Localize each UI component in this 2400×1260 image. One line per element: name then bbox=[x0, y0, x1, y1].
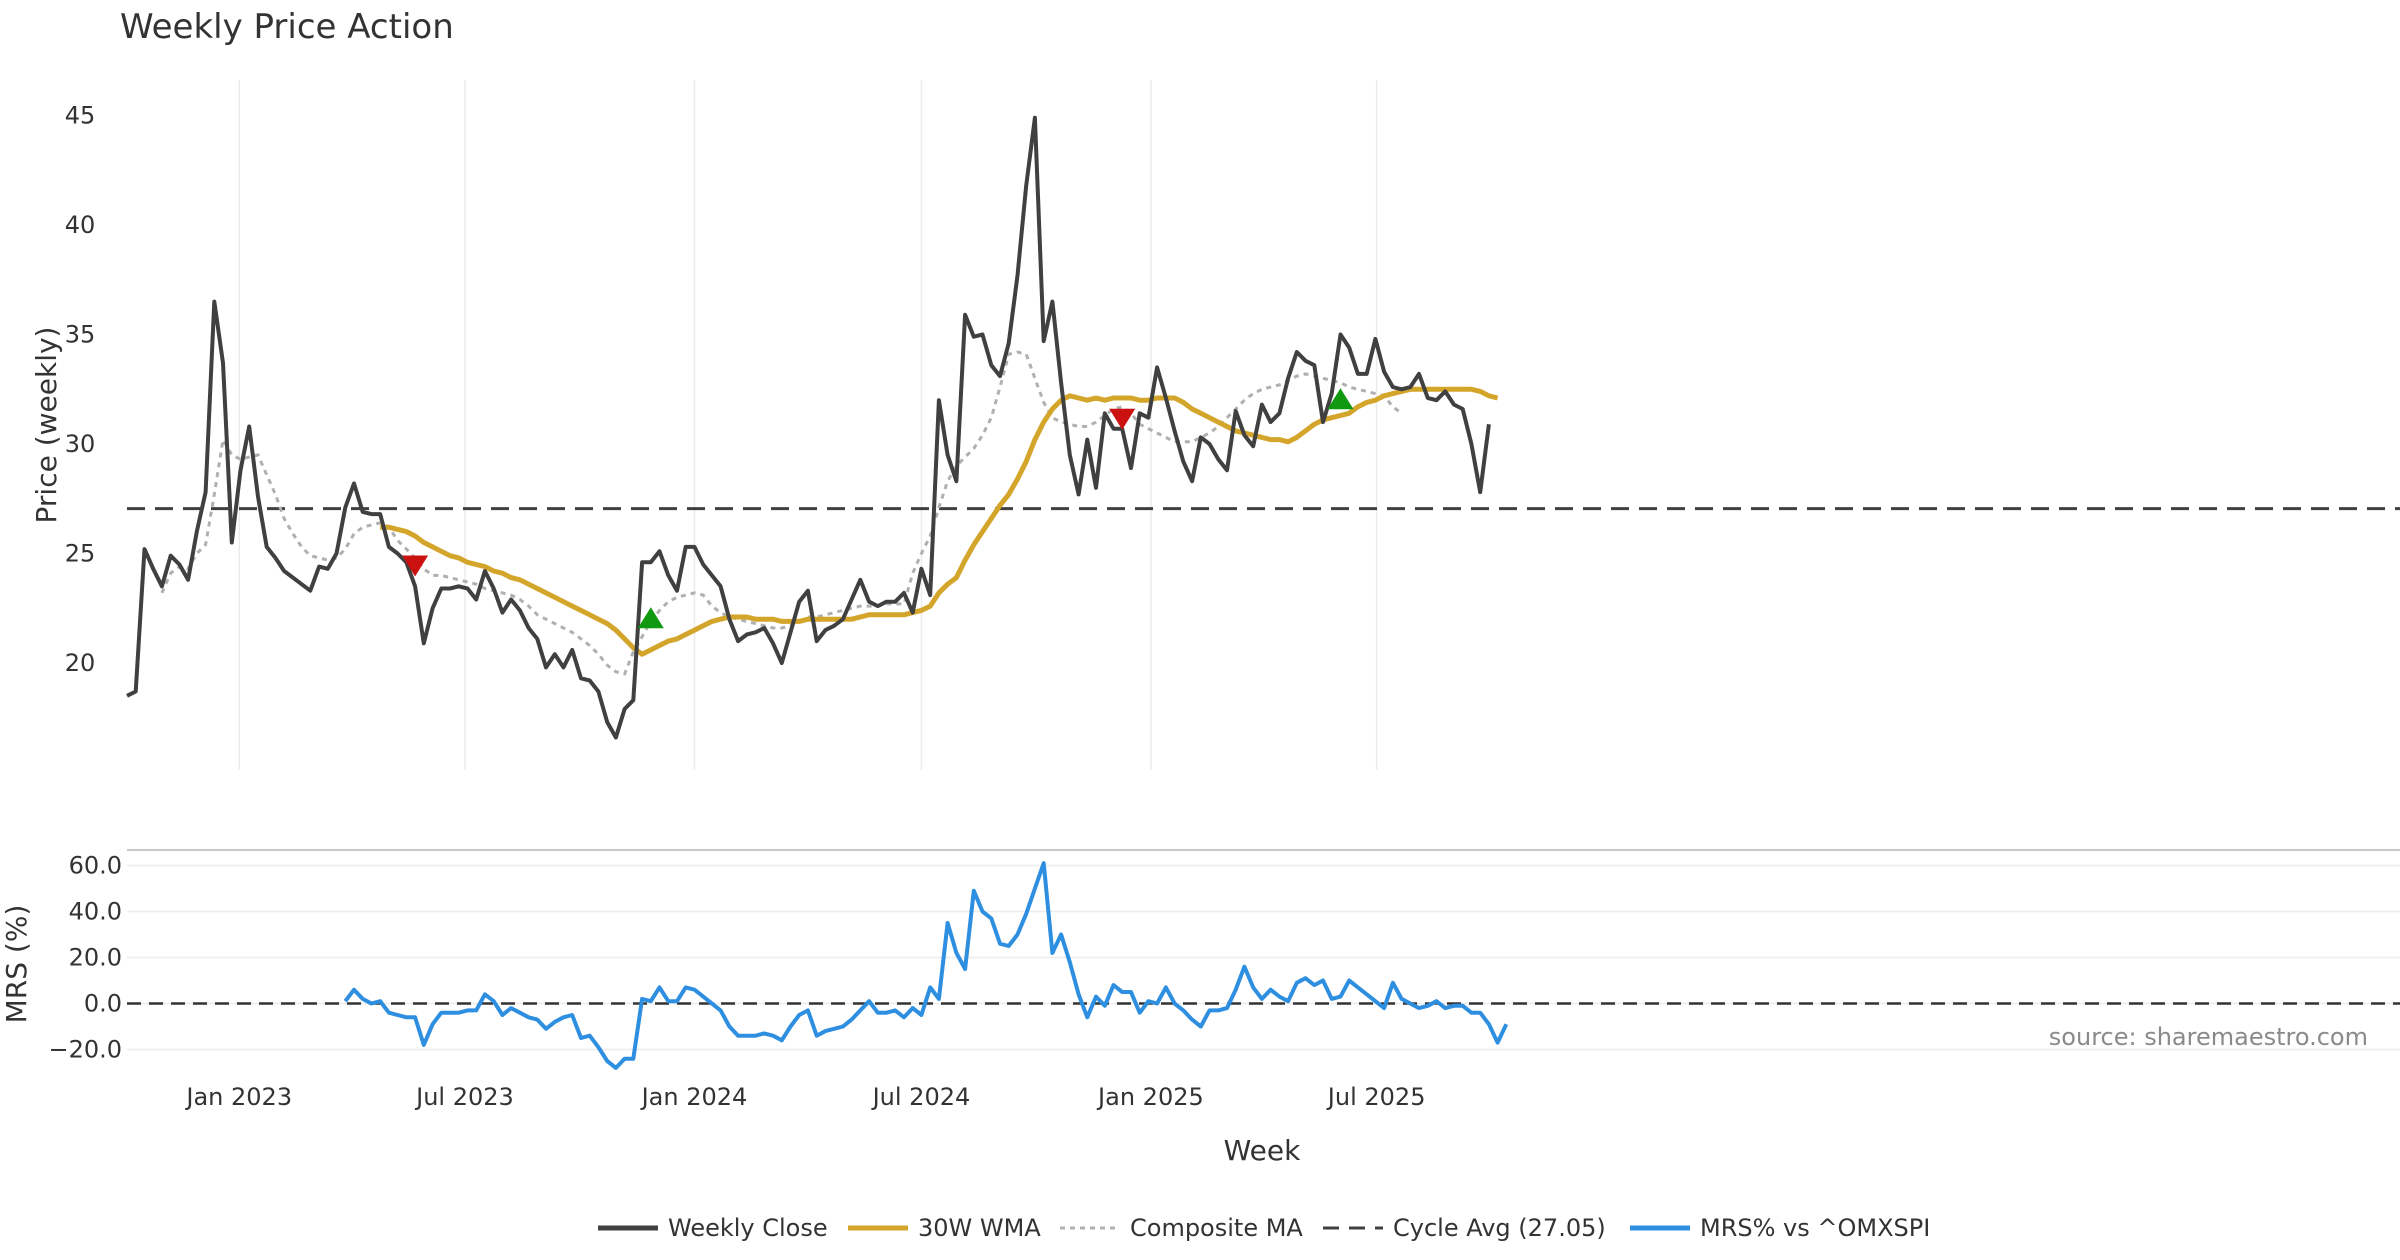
chart-title: Weekly Price Action bbox=[120, 7, 454, 47]
x-tick-label: Jan 2023 bbox=[184, 1083, 292, 1111]
price-y-axis-label: Price (weekly) bbox=[30, 327, 63, 524]
price-y-ticks: 20 25 30 35 40 45 bbox=[65, 102, 96, 678]
x-tick-label: Jul 2024 bbox=[871, 1083, 971, 1111]
mrs-y-tick-label: 20.0 bbox=[69, 944, 122, 972]
legend-label: Weekly Close bbox=[668, 1214, 828, 1242]
price-y-tick-label: 25 bbox=[65, 540, 96, 568]
signal-markers bbox=[402, 388, 1354, 629]
weekly-close-line bbox=[126, 115, 1491, 740]
mrs-gridlines bbox=[127, 849, 2400, 1051]
x-tick-label: Jul 2025 bbox=[1326, 1083, 1426, 1111]
mrs-y-tick-label: 40.0 bbox=[69, 898, 122, 926]
price-y-tick-label: 30 bbox=[65, 430, 96, 458]
legend-label: 30W WMA bbox=[918, 1214, 1041, 1242]
sell-signal-marker bbox=[1109, 408, 1136, 430]
price-y-tick-label: 20 bbox=[65, 649, 96, 677]
mrs-y-tick-label: 0.0 bbox=[84, 990, 122, 1018]
price-gridlines bbox=[238, 80, 1378, 770]
sell-signal-marker bbox=[402, 555, 429, 577]
legend-label: Cycle Avg (27.05) bbox=[1393, 1214, 1606, 1242]
legend: Weekly Close 30W WMA Composite MA Cycle Avg… bbox=[598, 1214, 1930, 1242]
price-y-tick-label: 40 bbox=[65, 211, 96, 239]
mrs-y-ticks: 60.0 40.0 20.0 0.0 −20.0 bbox=[48, 852, 122, 1064]
x-axis-ticks: Jan 2023 Jul 2023 Jan 2024 Jul 2024 Jan 2025… bbox=[184, 1083, 1425, 1111]
price-series bbox=[126, 115, 2400, 740]
composite-ma-line bbox=[160, 350, 1403, 676]
buy-signal-marker bbox=[637, 607, 664, 629]
legend-label: MRS% vs ^OMXSPI bbox=[1700, 1214, 1930, 1242]
price-y-tick-label: 35 bbox=[65, 321, 96, 349]
mrs-y-tick-label: −20.0 bbox=[48, 1036, 122, 1064]
x-axis-label: Week bbox=[1224, 1134, 1301, 1167]
mrs-line bbox=[343, 861, 1509, 1070]
legend-label: Composite MA bbox=[1130, 1214, 1303, 1242]
mrs-y-axis-label: MRS (%) bbox=[0, 905, 33, 1024]
x-tick-label: Jan 2025 bbox=[1096, 1083, 1204, 1111]
price-y-tick-label: 45 bbox=[65, 102, 96, 130]
mrs-series bbox=[127, 861, 2400, 1070]
x-tick-label: Jul 2023 bbox=[414, 1083, 514, 1111]
price-panel: 20 25 30 35 40 45 Price (weekly) bbox=[30, 80, 2400, 770]
source-watermark: source: sharemaestro.com bbox=[2049, 1023, 2368, 1051]
mrs-panel: 60.0 40.0 20.0 0.0 −20.0 MRS (%) source: sha… bbox=[0, 849, 2400, 1070]
x-tick-label: Jan 2024 bbox=[640, 1083, 748, 1111]
mrs-y-tick-label: 60.0 bbox=[69, 852, 122, 880]
buy-signal-marker bbox=[1327, 388, 1354, 410]
wma-30w-line bbox=[380, 386, 1499, 657]
